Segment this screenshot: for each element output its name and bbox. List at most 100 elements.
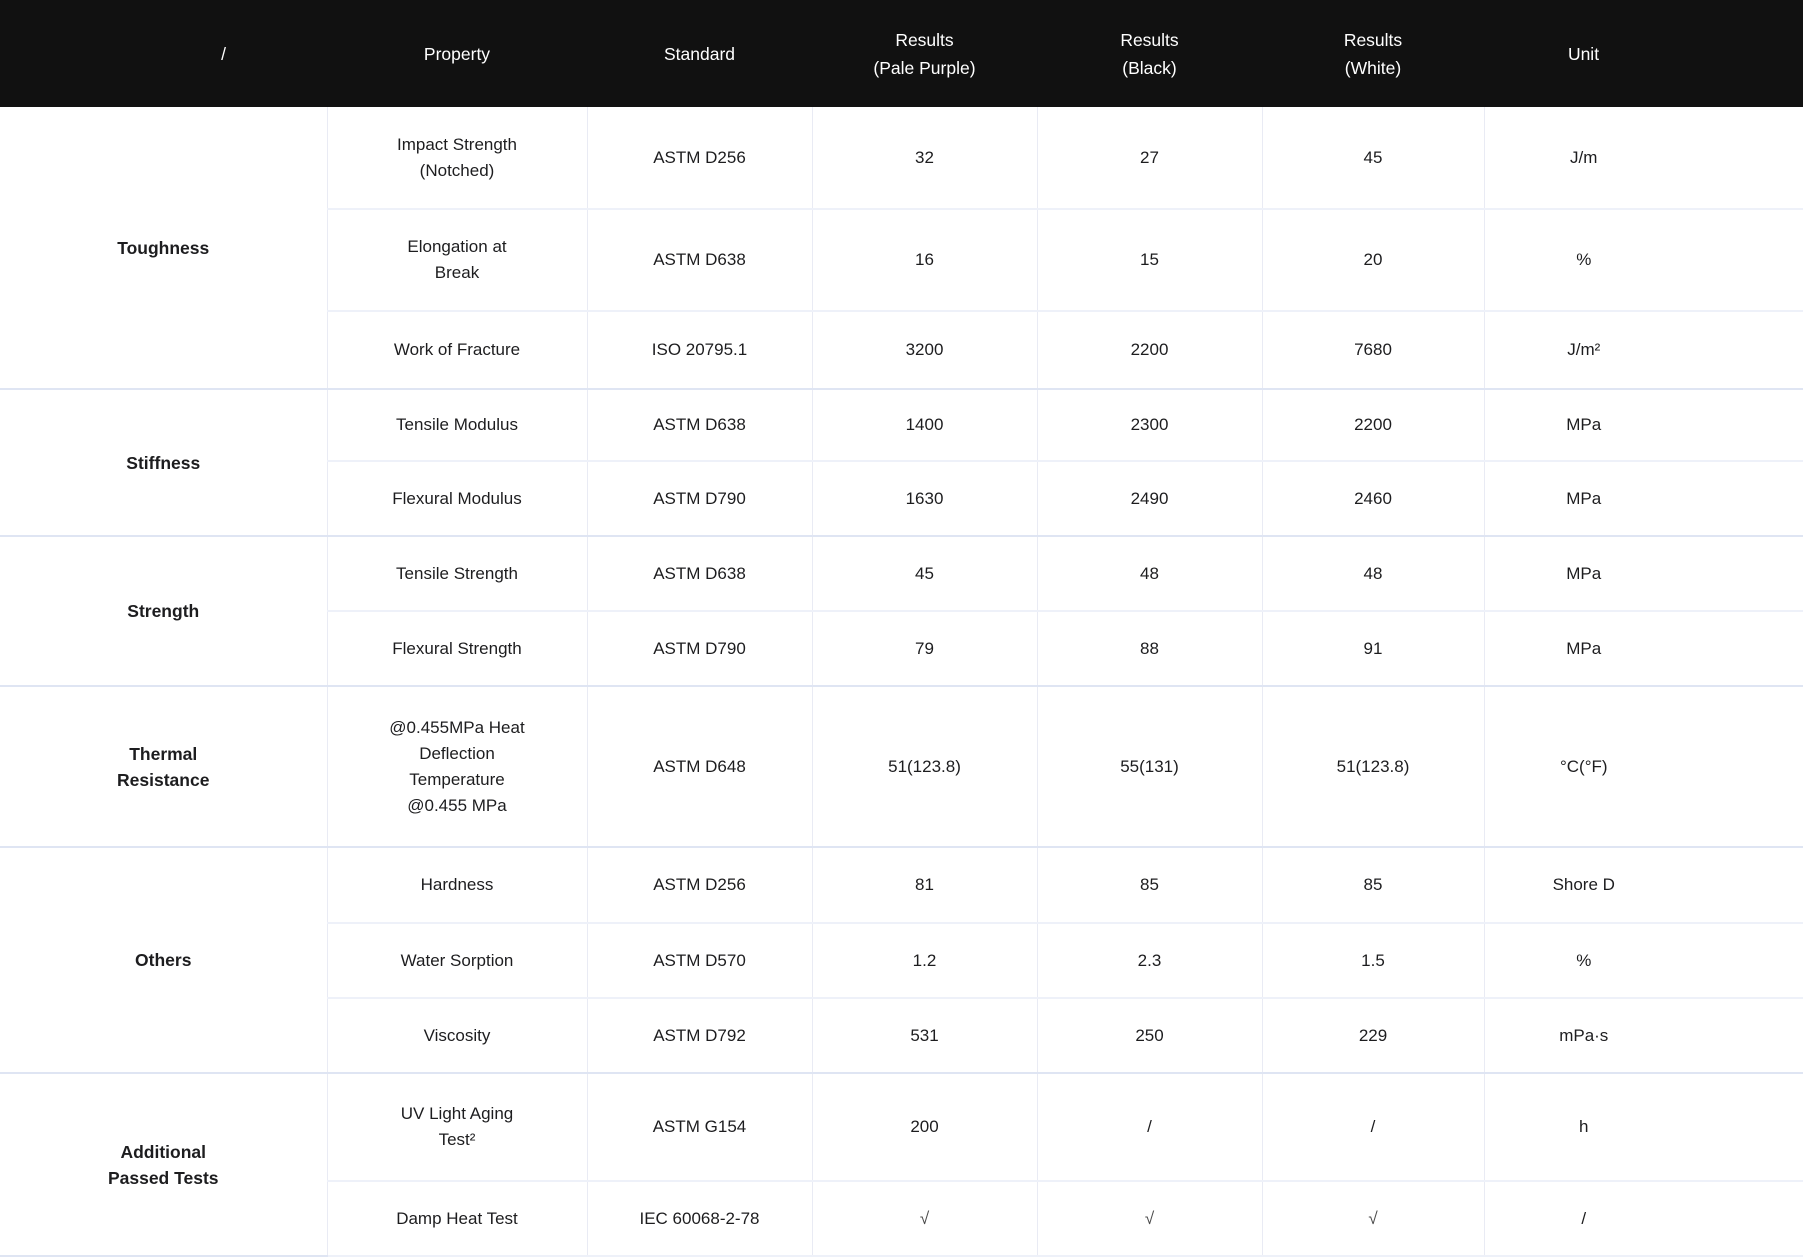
unit-cell: / — [1483, 1181, 1803, 1257]
property-cell: Damp Heat Test — [326, 1181, 587, 1257]
table-row: Elongation at Break ASTM D638 16 15 20 % — [0, 209, 1803, 312]
standard-cell: ISO 20795.1 — [586, 311, 812, 390]
result-black-cell: 250 — [1036, 998, 1262, 1074]
standard-cell: ASTM D570 — [586, 923, 812, 999]
result-black-cell: / — [1036, 1073, 1262, 1182]
standard-cell: ASTM D256 — [586, 847, 812, 924]
unit-cell: mPa·s — [1483, 998, 1803, 1074]
column-header-results-black: Results (Black) — [1037, 0, 1262, 107]
table-row: Damp Heat Test IEC 60068-2-78 √ √ √ / — [0, 1181, 1803, 1257]
result-white-cell: 229 — [1261, 998, 1484, 1074]
unit-cell: °C(°F) — [1483, 686, 1803, 848]
unit-cell: J/m — [1483, 107, 1803, 210]
unit-cell: J/m² — [1483, 311, 1803, 390]
result-pale-purple-cell: 531 — [811, 998, 1037, 1074]
result-black-cell: 2.3 — [1036, 923, 1262, 999]
property-cell: Work of Fracture — [326, 311, 587, 390]
result-pale-purple-cell: 1630 — [811, 461, 1037, 537]
table-row: Additional Passed Tests UV Light Aging T… — [0, 1073, 1803, 1257]
property-cell: Flexural Modulus — [326, 461, 587, 537]
result-black-cell: 2300 — [1036, 389, 1262, 462]
result-white-cell: 2200 — [1261, 389, 1484, 462]
standard-cell: ASTM G154 — [586, 1073, 812, 1182]
result-white-cell: 45 — [1261, 107, 1484, 210]
unit-cell: Shore D — [1483, 847, 1803, 924]
property-cell: Tensile Strength — [326, 536, 587, 612]
result-white-cell: 85 — [1261, 847, 1484, 924]
result-pale-purple-cell: √ — [811, 1181, 1037, 1257]
table-row: Thermal Resistance @0.455MPa Heat Deflec… — [0, 686, 1803, 848]
category-cell: Toughness — [0, 107, 327, 390]
result-white-cell: 2460 — [1261, 461, 1484, 537]
table-row: Flexural Modulus ASTM D790 1630 2490 246… — [0, 461, 1803, 537]
category-cell: Stiffness — [0, 389, 327, 537]
table-row: Work of Fracture ISO 20795.1 3200 2200 7… — [0, 311, 1803, 390]
category-cell: Thermal Resistance — [0, 686, 327, 848]
property-cell: Flexural Strength — [326, 611, 587, 687]
table-header-row: / Property Standard Results (Pale Purple… — [0, 0, 1803, 107]
result-black-cell: 15 — [1036, 209, 1262, 312]
result-pale-purple-cell: 51(123.8) — [811, 686, 1037, 848]
result-pale-purple-cell: 16 — [811, 209, 1037, 312]
property-cell: Impact Strength (Notched) — [326, 107, 587, 210]
result-white-cell: 48 — [1261, 536, 1484, 612]
standard-cell: ASTM D790 — [586, 611, 812, 687]
table-row: Viscosity ASTM D792 531 250 229 mPa·s — [0, 998, 1803, 1074]
result-black-cell: 48 — [1036, 536, 1262, 612]
property-cell: Hardness — [326, 847, 587, 924]
property-cell: @0.455MPa Heat Deflection Temperature @0… — [326, 686, 587, 848]
standard-cell: ASTM D792 — [586, 998, 812, 1074]
column-header-category: / — [0, 0, 327, 107]
standard-cell: ASTM D638 — [586, 389, 812, 462]
result-black-cell: 2200 — [1036, 311, 1262, 390]
table-row: Water Sorption ASTM D570 1.2 2.3 1.5 % — [0, 923, 1803, 999]
unit-cell: MPa — [1483, 536, 1803, 612]
result-pale-purple-cell: 3200 — [811, 311, 1037, 390]
property-cell: UV Light Aging Test² — [326, 1073, 587, 1182]
result-pale-purple-cell: 1400 — [811, 389, 1037, 462]
result-pale-purple-cell: 79 — [811, 611, 1037, 687]
table-row: Toughness Impact Strength (Notched) ASTM… — [0, 107, 1803, 390]
standard-cell: ASTM D638 — [586, 536, 812, 612]
result-black-cell: 85 — [1036, 847, 1262, 924]
result-black-cell: √ — [1036, 1181, 1262, 1257]
unit-cell: % — [1483, 209, 1803, 312]
standard-cell: ASTM D256 — [586, 107, 812, 210]
standard-cell: ASTM D638 — [586, 209, 812, 312]
result-white-cell: 7680 — [1261, 311, 1484, 390]
category-cell: Others — [0, 847, 327, 1074]
result-black-cell: 27 — [1036, 107, 1262, 210]
property-cell: Tensile Modulus — [326, 389, 587, 462]
result-white-cell: 51(123.8) — [1261, 686, 1484, 848]
result-pale-purple-cell: 1.2 — [811, 923, 1037, 999]
property-cell: Water Sorption — [326, 923, 587, 999]
table-row: Flexural Strength ASTM D790 79 88 91 MPa — [0, 611, 1803, 687]
result-white-cell: / — [1261, 1073, 1484, 1182]
column-header-results-white: Results (White) — [1262, 0, 1484, 107]
result-black-cell: 55(131) — [1036, 686, 1262, 848]
result-pale-purple-cell: 45 — [811, 536, 1037, 612]
result-pale-purple-cell: 200 — [811, 1073, 1037, 1182]
property-cell: Elongation at Break — [326, 209, 587, 312]
column-header-property: Property — [327, 0, 587, 107]
result-black-cell: 88 — [1036, 611, 1262, 687]
unit-cell: MPa — [1483, 389, 1803, 462]
column-header-standard: Standard — [587, 0, 812, 107]
result-pale-purple-cell: 81 — [811, 847, 1037, 924]
table-row: Strength Tensile Strength ASTM D638 45 4… — [0, 536, 1803, 687]
result-pale-purple-cell: 32 — [811, 107, 1037, 210]
category-cell: Strength — [0, 536, 327, 687]
unit-cell: MPa — [1483, 461, 1803, 537]
standard-cell: ASTM D648 — [586, 686, 812, 848]
unit-cell: % — [1483, 923, 1803, 999]
result-black-cell: 2490 — [1036, 461, 1262, 537]
property-cell: Viscosity — [326, 998, 587, 1074]
result-white-cell: 91 — [1261, 611, 1484, 687]
unit-cell: h — [1483, 1073, 1803, 1182]
standard-cell: IEC 60068-2-78 — [586, 1181, 812, 1257]
table-row: Stiffness Tensile Modulus ASTM D638 1400… — [0, 389, 1803, 537]
column-header-results-pale-purple: Results (Pale Purple) — [812, 0, 1037, 107]
unit-cell: MPa — [1483, 611, 1803, 687]
result-white-cell: 20 — [1261, 209, 1484, 312]
